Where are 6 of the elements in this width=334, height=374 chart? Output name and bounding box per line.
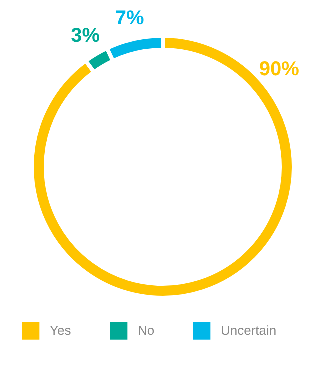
legend-label: Uncertain xyxy=(221,323,277,338)
data-label: 7% xyxy=(115,8,145,30)
legend-label: Yes xyxy=(50,323,72,338)
data-label: 90% xyxy=(259,58,300,80)
data-label: 3% xyxy=(71,25,100,48)
legend-label: No xyxy=(138,323,155,338)
